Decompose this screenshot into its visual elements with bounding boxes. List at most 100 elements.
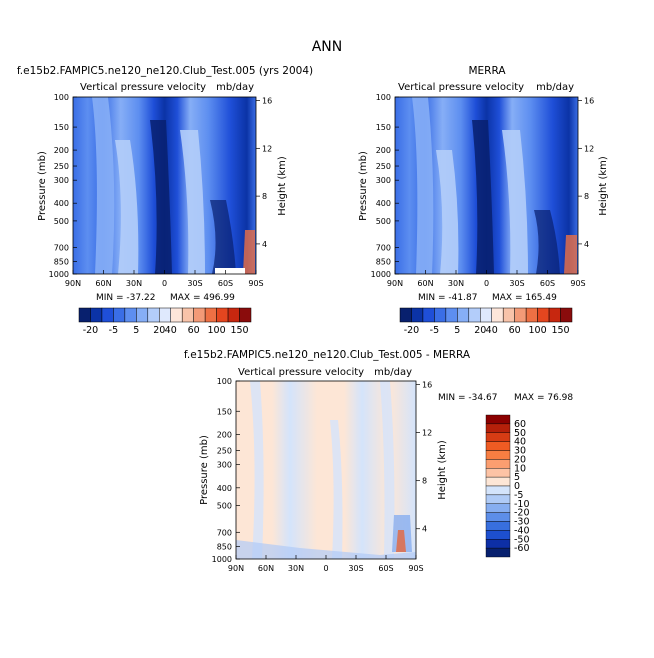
panel-diff: Vertical pressure velocity mb/day Pressu…	[199, 367, 573, 573]
x-tick-label: 30N	[448, 279, 464, 288]
plot-title: Vertical pressure velocity	[80, 82, 206, 93]
colorbar-swatch	[514, 307, 527, 323]
colorbar-swatch	[485, 476, 511, 487]
y-axis-label: Pressure (mb)	[358, 151, 369, 221]
y-tick-label: 850	[217, 543, 232, 552]
plot-units: mb/day	[536, 82, 574, 93]
y2-tick-label: 8	[422, 477, 427, 486]
colorbar-swatch	[147, 307, 160, 323]
y2-tick-label: 12	[262, 144, 272, 153]
colorbar-swatch	[485, 450, 511, 460]
x-tick-label: 90S	[248, 279, 263, 288]
colorbar-swatch	[485, 521, 511, 531]
panel-label-diff: f.e15b2.FAMPIC5.ne120_ne120.Club_Test.00…	[184, 349, 471, 361]
colorbar-swatch	[78, 307, 91, 323]
colorbar-swatch	[227, 307, 240, 323]
y-tick-label: 300	[54, 176, 69, 185]
max-value: MAX = 76.98	[514, 393, 573, 403]
colorbar-label: 60	[188, 325, 200, 336]
x-tick-label: 0	[162, 279, 167, 288]
y-tick-label: 250	[54, 162, 69, 171]
plot-title: Vertical pressure velocity	[398, 82, 524, 93]
colorbar-label: 40	[514, 437, 526, 448]
y2-tick-label: 8	[584, 192, 589, 201]
panel-label-right: MERRA	[468, 65, 506, 77]
colorbar-swatch	[159, 307, 171, 323]
y-tick-label: 100	[217, 377, 232, 386]
colorbar-swatch	[90, 307, 103, 323]
colorbar-swatch	[468, 307, 481, 323]
colorbar-swatch	[181, 307, 194, 323]
y-tick-label: 300	[376, 176, 391, 185]
colorbar-swatch	[491, 307, 504, 323]
colorbar-label: -20	[514, 508, 530, 519]
y2-tick-label: 16	[262, 97, 272, 106]
colorbar-label: 30	[514, 446, 526, 457]
colorbar-swatch	[193, 307, 206, 323]
colorbar-label: -30	[514, 517, 530, 528]
y-tick-label: 1000	[212, 555, 232, 564]
colorbar-label: 5	[514, 472, 520, 483]
colorbar-swatch	[101, 307, 114, 323]
y2-axis-label: Height (km)	[598, 156, 609, 216]
y-tick-label: 100	[54, 93, 69, 102]
colorbar-swatch	[485, 441, 511, 451]
y-tick-label: 200	[376, 146, 391, 155]
y-tick-label: 400	[217, 484, 232, 493]
y2-tick-label: 4	[584, 240, 589, 249]
colorbar-label: 40	[165, 325, 177, 336]
figure-title: ANN	[312, 39, 343, 55]
y-tick-label: 200	[217, 430, 232, 439]
colorbar-label: 0	[514, 481, 520, 492]
plot-units: mb/day	[374, 367, 412, 378]
x-tick-label: 60N	[417, 279, 433, 288]
panel-model: Vertical pressure velocity mb/day Pressu…	[37, 82, 288, 336]
colorbar-label: 150	[551, 325, 569, 336]
colorbar: -20 -5 5 20 40 60 100 150	[399, 307, 573, 336]
colorbar-swatch	[399, 307, 412, 323]
y-tick-label: 400	[54, 199, 69, 208]
y2-tick-label: 16	[584, 97, 594, 106]
heatmap-area	[236, 381, 416, 559]
y-tick-label: 700	[54, 243, 69, 252]
y2-tick-label: 12	[584, 144, 594, 153]
max-value: MAX = 496.99	[170, 293, 235, 303]
y-tick-label: 400	[376, 199, 391, 208]
colorbar-label: -40	[514, 525, 530, 536]
colorbar-label: 50	[514, 428, 526, 439]
y-tick-label: 250	[376, 162, 391, 171]
x-tick-label: 60S	[218, 279, 233, 288]
colorbar-swatch	[485, 414, 511, 425]
colorbar-label: -20	[404, 325, 420, 336]
colorbar-label: 100	[529, 325, 547, 336]
colorbar-swatch	[457, 307, 470, 323]
colorbar-swatch	[204, 307, 217, 323]
x-tick-label: 90S	[408, 564, 423, 573]
colorbar-swatch	[485, 485, 511, 496]
colorbar-label: 5	[133, 325, 139, 336]
colorbar-label: 20	[153, 325, 165, 336]
x-tick-label: 60S	[540, 279, 555, 288]
y2-tick-label: 4	[262, 240, 267, 249]
colorbar-swatch	[502, 307, 515, 323]
colorbar-swatch	[411, 307, 424, 323]
colorbar-label: 20	[514, 454, 526, 465]
colorbar-swatch	[560, 307, 573, 323]
colorbar-label: -10	[514, 499, 530, 510]
y2-tick-label: 8	[262, 192, 267, 201]
colorbar-label: 150	[230, 325, 248, 336]
y-tick-label: 1000	[49, 270, 69, 279]
panel-label-left: f.e15b2.FAMPIC5.ne120_ne120.Club_Test.00…	[17, 65, 313, 77]
y2-tick-label: 16	[422, 381, 432, 390]
y-tick-label: 100	[376, 93, 391, 102]
colorbar-label: 60	[509, 325, 521, 336]
colorbar-swatch	[548, 307, 561, 323]
colorbar-swatch	[170, 307, 183, 323]
x-tick-label: 30S	[348, 564, 363, 573]
colorbar-swatch	[485, 512, 511, 522]
colorbar-swatch	[537, 307, 550, 323]
y-tick-label: 500	[54, 217, 69, 226]
colorbar-label: -50	[514, 534, 530, 545]
x-tick-label: 90S	[570, 279, 585, 288]
